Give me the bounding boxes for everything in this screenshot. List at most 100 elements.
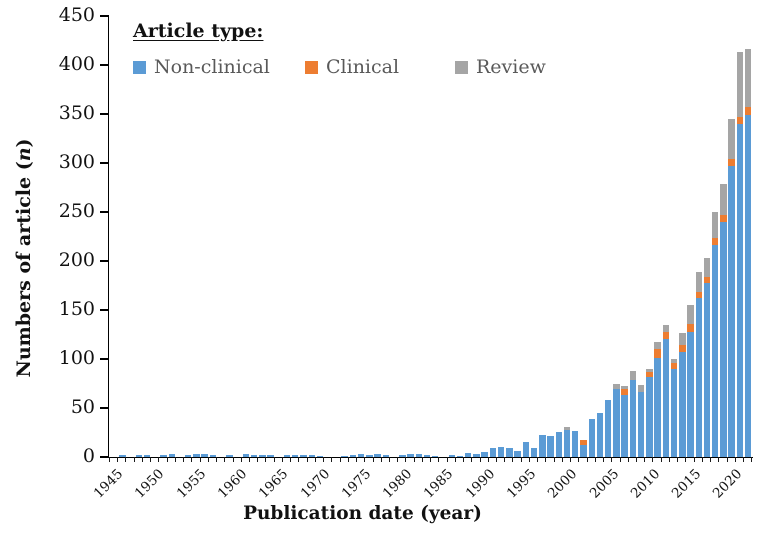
- x-tick: [446, 457, 448, 462]
- x-tick: [306, 457, 308, 462]
- segment-non-clinical-1987: [456, 456, 464, 457]
- segment-clinical-2012: [662, 331, 670, 340]
- x-tick: [109, 457, 110, 462]
- segment-review-2019: [720, 183, 727, 215]
- bar-1983: [423, 455, 431, 457]
- bar-slot-1978: [382, 16, 390, 457]
- segment-non-clinical-2021: [736, 123, 744, 457]
- bar-slot-1998: [546, 16, 554, 457]
- x-tick: [496, 457, 498, 462]
- y-tick-100: [100, 358, 109, 360]
- x-tick: [463, 457, 465, 462]
- bar-slot-1952: [168, 16, 176, 457]
- x-tick: [117, 457, 119, 462]
- segment-non-clinical-1952: [168, 454, 175, 457]
- bar-slot-2006: [612, 16, 620, 457]
- bar-1995: [522, 442, 530, 457]
- segment-non-clinical-1984: [432, 456, 439, 457]
- x-tick: [479, 457, 481, 462]
- segment-non-clinical-1996: [530, 448, 538, 457]
- x-tick: [281, 457, 283, 462]
- y-tick-300: [100, 162, 109, 164]
- segment-non-clinical-1981: [407, 454, 414, 457]
- x-tick: [133, 457, 135, 462]
- x-tick: [207, 457, 209, 462]
- segment-clinical-2015: [687, 323, 694, 332]
- bar-slot-1984: [431, 16, 439, 457]
- bar-slot-2017: [703, 16, 711, 457]
- segment-non-clinical-1951: [160, 455, 167, 457]
- x-axis-title: Publication date (year): [243, 503, 482, 524]
- bar-slot-2012: [662, 16, 670, 457]
- segment-non-clinical-1983: [423, 455, 431, 457]
- segment-clinical-2016: [695, 292, 702, 299]
- bar-1962: [250, 455, 258, 457]
- bar-2017: [703, 258, 711, 457]
- x-tick: [347, 457, 349, 462]
- bar-slot-1979: [390, 16, 398, 457]
- x-tick: [710, 457, 712, 462]
- x-tick: [603, 457, 605, 462]
- x-tick: [183, 457, 185, 462]
- segment-non-clinical-1966: [283, 455, 291, 457]
- y-axis-title-variable: n: [13, 147, 35, 162]
- segment-non-clinical-2020: [728, 165, 735, 457]
- bar-1949: [143, 455, 151, 457]
- bar-2022: [744, 49, 752, 457]
- legend-items: Non-clinical Clinical Review: [133, 56, 693, 80]
- x-tick: [734, 457, 736, 462]
- segment-review-2018: [712, 212, 719, 239]
- x-tick: [454, 457, 456, 462]
- x-tick: [150, 457, 152, 462]
- segment-review-2016: [695, 271, 702, 293]
- y-tick-label-300: 300: [58, 151, 95, 173]
- bar-slot-2009: [637, 16, 645, 457]
- legend-label-clinical: Clinical: [326, 56, 400, 78]
- x-tick: [372, 457, 374, 462]
- bar-slot-2019: [719, 16, 727, 457]
- segment-non-clinical-1974: [349, 455, 357, 457]
- clinical-swatch-icon: [305, 61, 318, 74]
- segment-non-clinical-2003: [588, 418, 595, 457]
- segment-clinical-2013: [670, 362, 678, 369]
- x-tick: [388, 457, 390, 462]
- y-tick-200: [100, 260, 109, 262]
- y-tick-label-450: 450: [58, 4, 95, 26]
- bar-1954: [185, 455, 192, 457]
- bar-slot-1974: [349, 16, 357, 457]
- bar-1990: [481, 452, 488, 457]
- x-tick: [553, 457, 555, 462]
- bar-1959: [226, 455, 233, 457]
- plot-area: 0 50 100 150 200 250 300 350 400 450 1945 1950 1955…: [59, 5, 753, 502]
- bar-2016: [695, 271, 702, 457]
- x-tick: [487, 457, 489, 462]
- segment-non-clinical-2012: [662, 339, 670, 457]
- x-tick: [677, 457, 679, 462]
- segment-clinical-2018: [712, 238, 719, 246]
- segment-non-clinical-1969: [308, 455, 315, 457]
- segment-review-2013: [670, 359, 678, 363]
- bar-slot-1968: [299, 16, 307, 457]
- bar-2007: [621, 386, 628, 457]
- bar-1989: [473, 454, 480, 457]
- legend-title: Article type:: [133, 20, 264, 42]
- y-axis-title-close: ): [13, 138, 35, 148]
- bar-slot-2007: [621, 16, 629, 457]
- bar-2006: [613, 383, 620, 457]
- bar-1957: [209, 455, 217, 457]
- segment-review-2000: [563, 426, 571, 430]
- segment-non-clinical-2007: [621, 395, 628, 457]
- x-tick: [224, 457, 226, 462]
- bar-2003: [588, 418, 595, 457]
- bar-1976: [366, 455, 373, 457]
- bar-2020: [728, 118, 735, 457]
- bar-1984: [432, 456, 439, 457]
- x-tick: [660, 457, 662, 462]
- y-tick-label-0: 0: [82, 445, 95, 467]
- y-tick-450: [100, 15, 109, 17]
- segment-non-clinical-1956: [201, 454, 208, 457]
- bar-slot-2020: [728, 16, 736, 457]
- bar-slot-2000: [563, 16, 571, 457]
- bar-1967: [292, 455, 299, 457]
